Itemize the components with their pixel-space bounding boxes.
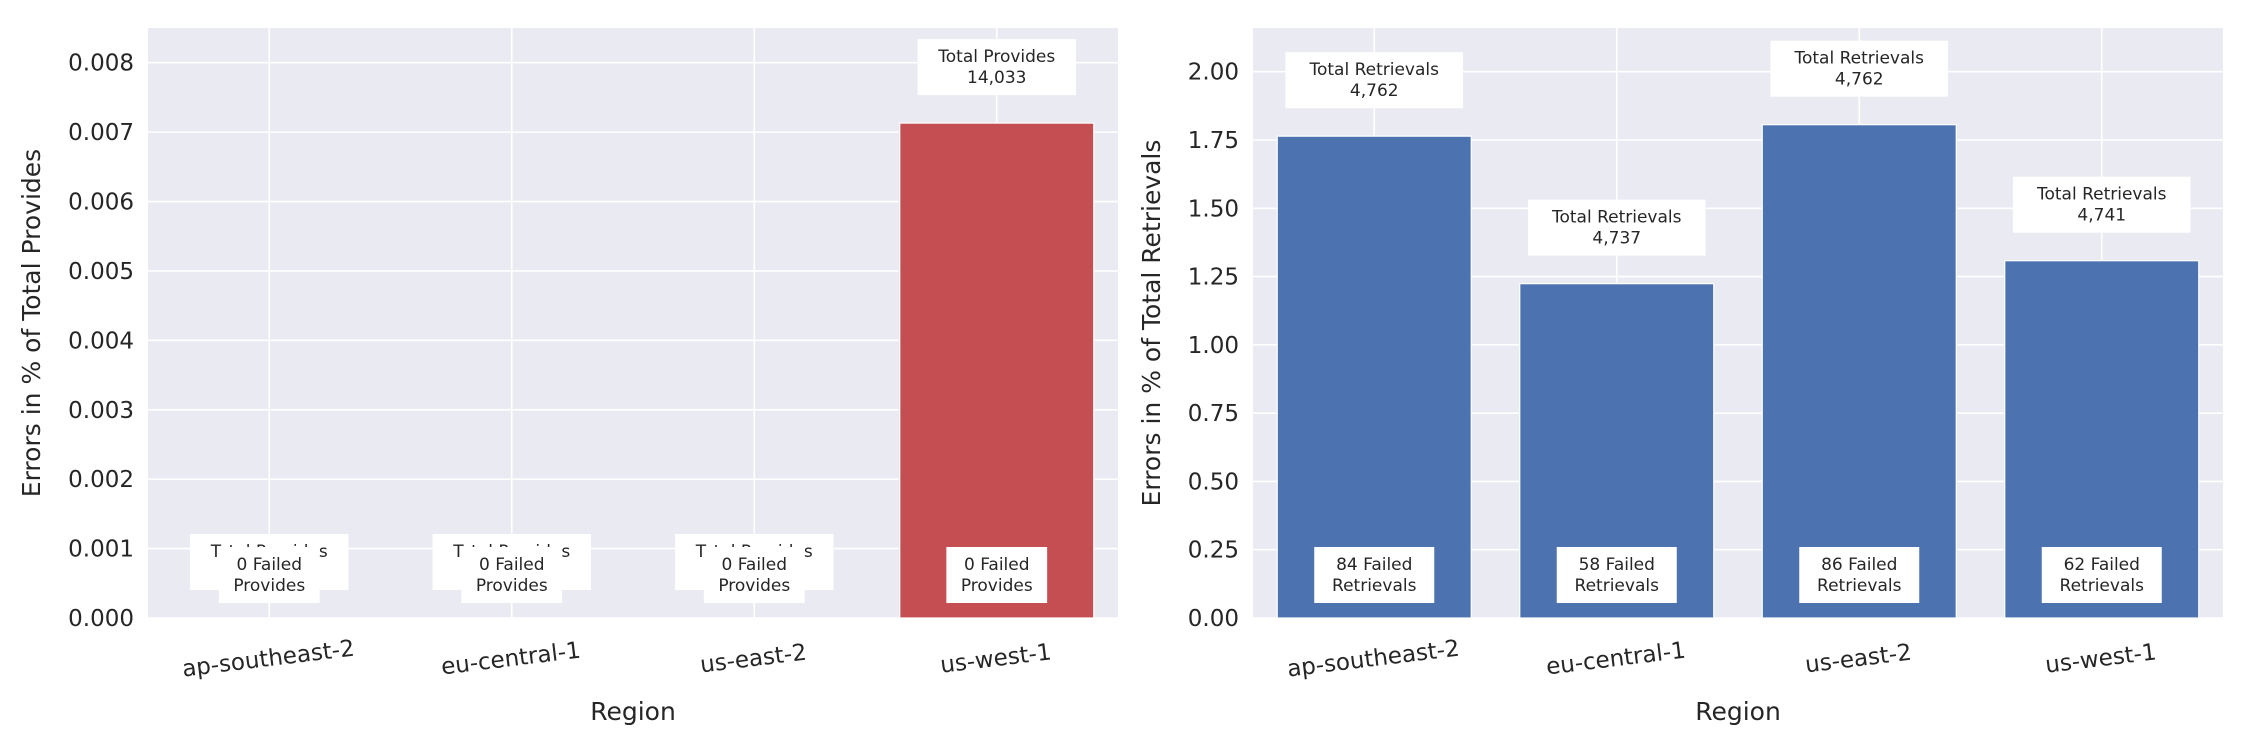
y-tick-label: 0.25 — [1188, 538, 1239, 564]
svg-text:Total Retrievals: Total Retrievals — [1793, 49, 1924, 69]
y-tick-label: 0.75 — [1188, 401, 1239, 427]
y-tick-label: 0.006 — [68, 190, 134, 216]
x-tick-label: us-west-1 — [939, 639, 1053, 678]
x-tick-label: us-east-2 — [1804, 640, 1913, 679]
x-axis-label: Region — [1695, 697, 1781, 726]
y-tick-label: 0.008 — [68, 51, 134, 77]
svg-text:58 Failed: 58 Failed — [1579, 555, 1655, 575]
svg-text:Retrievals: Retrievals — [1575, 576, 1660, 596]
svg-text:4,762: 4,762 — [1350, 81, 1399, 101]
y-axis-label: Errors in % of Total Provides — [17, 149, 46, 497]
svg-text:Provides: Provides — [718, 576, 790, 596]
y-tick-label: 1.75 — [1188, 128, 1239, 154]
svg-text:14,033: 14,033 — [967, 68, 1026, 88]
svg-text:Provides: Provides — [476, 576, 548, 596]
svg-text:Retrievals: Retrievals — [1817, 576, 1902, 596]
bar-us-west-1 — [899, 122, 1095, 619]
y-tick-label: 0.005 — [68, 259, 134, 285]
y-tick-label: 2.00 — [1188, 60, 1239, 86]
y-tick-label: 1.50 — [1188, 196, 1239, 222]
svg-text:Total Retrievals: Total Retrievals — [1551, 208, 1682, 228]
svg-text:4,762: 4,762 — [1835, 70, 1884, 90]
y-tick-label: 0.003 — [68, 398, 134, 424]
svg-text:0 Failed: 0 Failed — [964, 555, 1030, 575]
bar-us-east-2 — [1761, 124, 1957, 619]
x-tick-label: us-west-1 — [2044, 639, 2158, 678]
chart-panel-2: 0.00 0.25 0.50 0.75 1.00 1.25 1.50 1.75 2.00 Tota… — [1137, 28, 2223, 726]
svg-text:0 Failed: 0 Failed — [479, 555, 545, 575]
svg-text:Retrievals: Retrievals — [2060, 576, 2145, 596]
y-tick-label: 1.25 — [1188, 265, 1239, 291]
y-tick-label: 0.004 — [68, 328, 134, 354]
chart-panel-1: 0.000 0.001 0.002 0.003 0.004 0.005 0.006 0.007… — [17, 28, 1118, 726]
x-tick-label: eu-central-1 — [1545, 638, 1687, 681]
svg-text:0 Failed: 0 Failed — [721, 555, 787, 575]
svg-text:0 Failed: 0 Failed — [236, 555, 302, 575]
svg-text:Total Provides: Total Provides — [937, 47, 1055, 67]
x-tick-label: ap-southeast-2 — [181, 636, 356, 683]
x-tick-label: us-east-2 — [699, 640, 808, 679]
svg-text:62 Failed: 62 Failed — [2064, 555, 2140, 575]
y-tick-label: 0.000 — [68, 606, 134, 632]
svg-text:Provides: Provides — [233, 576, 305, 596]
y-tick-label: 0.50 — [1188, 469, 1239, 495]
svg-text:4,737: 4,737 — [1592, 229, 1641, 249]
y-tick-label: 1.00 — [1188, 333, 1239, 359]
svg-text:Total Retrievals: Total Retrievals — [2036, 185, 2167, 205]
y-tick-label: 0.007 — [68, 120, 134, 146]
x-tick-label: eu-central-1 — [440, 638, 582, 681]
bar-ap-southeast-2 — [1276, 135, 1472, 619]
svg-text:84 Failed: 84 Failed — [1336, 555, 1412, 575]
svg-text:86 Failed: 86 Failed — [1821, 555, 1897, 575]
svg-text:Provides: Provides — [961, 576, 1033, 596]
svg-text:Total Retrievals: Total Retrievals — [1308, 60, 1439, 80]
y-axis-label: Errors in % of Total Retrievals — [1137, 140, 1166, 507]
y-tick-label: 0.002 — [68, 467, 134, 493]
x-axis-label: Region — [590, 697, 676, 726]
y-tick-label: 0.001 — [68, 537, 134, 563]
svg-text:Retrievals: Retrievals — [1332, 576, 1417, 596]
y-tick-label: 0.00 — [1188, 606, 1239, 632]
svg-text:4,741: 4,741 — [2077, 206, 2126, 226]
x-tick-label: ap-southeast-2 — [1286, 636, 1461, 683]
